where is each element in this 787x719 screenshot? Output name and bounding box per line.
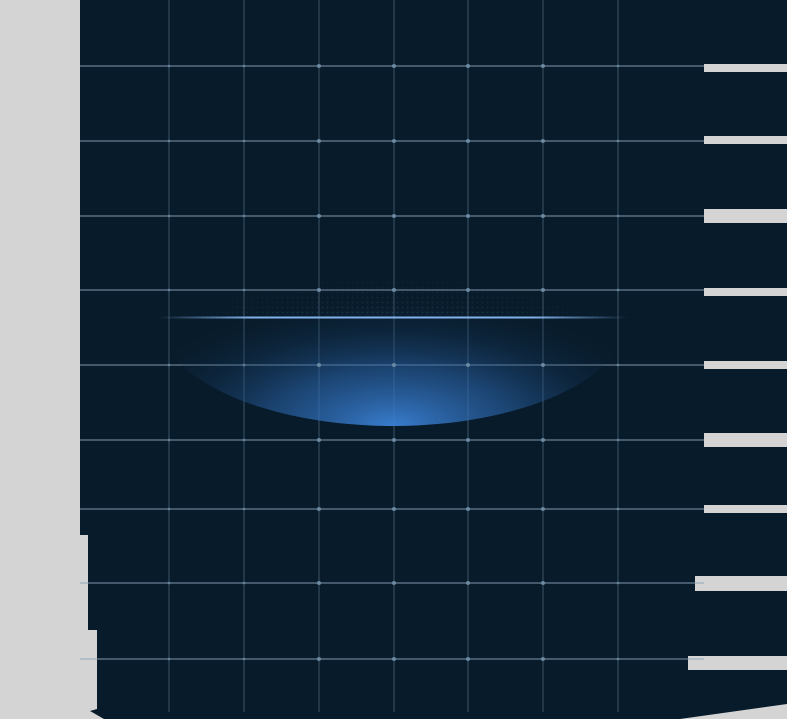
grid-node-dot	[466, 657, 470, 661]
grid-node-dot	[167, 64, 171, 68]
grid-node-dot	[541, 214, 545, 218]
grid-node-dot	[317, 363, 321, 367]
grid-node-dot	[317, 657, 321, 661]
grid-node-dot	[392, 438, 396, 442]
grid-node-dot	[317, 581, 321, 585]
grid-node-dot	[167, 214, 171, 218]
grid-node-dot	[616, 214, 620, 218]
grid-node-dot	[541, 288, 545, 292]
grid-node-dot	[167, 288, 171, 292]
grid-node-dot	[466, 438, 470, 442]
grid-node-dot	[167, 363, 171, 367]
right-edge-tab	[704, 361, 787, 369]
grid-node-dot	[242, 657, 246, 661]
grid-node-dot	[616, 64, 620, 68]
right-edge-tab	[704, 288, 787, 296]
grid-node-dot	[242, 288, 246, 292]
grid-node-dot	[541, 507, 545, 511]
grid-node-dot	[317, 214, 321, 218]
grid-node-dot	[616, 657, 620, 661]
grid-node-dot	[317, 507, 321, 511]
grid-node-dot	[242, 64, 246, 68]
glow-highlight	[150, 208, 636, 426]
grid-node-dot	[466, 507, 470, 511]
grid-node-dot	[242, 139, 246, 143]
grid-node-dot	[541, 64, 545, 68]
right-edge-tab	[704, 209, 787, 223]
grid-node-dot	[466, 64, 470, 68]
grid-node-dot	[616, 363, 620, 367]
grid-node-dot	[317, 64, 321, 68]
right-edge-tab	[704, 64, 787, 72]
grid-node-dot	[392, 363, 396, 367]
right-edge-tab	[704, 433, 787, 447]
grid-node-dot	[392, 657, 396, 661]
grid-node-dot	[392, 507, 396, 511]
grid-nodes	[167, 64, 620, 661]
grid-node-dot	[616, 581, 620, 585]
right-edge-tab	[695, 576, 787, 591]
grid-node-dot	[541, 581, 545, 585]
grid-node-dot	[466, 139, 470, 143]
grid-node-dot	[541, 139, 545, 143]
grid-node-dot	[242, 363, 246, 367]
grid-node-dot	[167, 657, 171, 661]
grid-node-dot	[242, 214, 246, 218]
grid-node-dot	[167, 139, 171, 143]
grid-node-dot	[317, 438, 321, 442]
glow-baseline	[158, 316, 628, 319]
grid-node-dot	[466, 214, 470, 218]
grid-node-dot	[616, 139, 620, 143]
grid-node-dot	[392, 214, 396, 218]
grid-node-dot	[466, 288, 470, 292]
glow-dot-matrix	[150, 208, 636, 318]
grid-node-dot	[392, 581, 396, 585]
grid-node-dot	[392, 64, 396, 68]
grid-node-dot	[616, 507, 620, 511]
right-edge-tabs	[688, 64, 787, 670]
grid-node-dot	[616, 438, 620, 442]
grid-node-dot	[616, 288, 620, 292]
right-edge-tab	[704, 505, 787, 513]
grid-node-dot	[317, 139, 321, 143]
grid-node-dot	[541, 363, 545, 367]
grid-node-dot	[242, 438, 246, 442]
grid-node-dot	[541, 657, 545, 661]
grid-node-dot	[242, 581, 246, 585]
grid-node-dot	[392, 288, 396, 292]
grid-node-dot	[466, 363, 470, 367]
grid-node-dot	[466, 581, 470, 585]
grid-node-dot	[392, 139, 396, 143]
grid-node-dot	[167, 581, 171, 585]
grid-node-dot	[167, 507, 171, 511]
grid-node-dot	[541, 438, 545, 442]
grid-node-dot	[167, 438, 171, 442]
right-edge-tab	[704, 136, 787, 144]
grid-node-dot	[242, 507, 246, 511]
grid-node-dot	[317, 288, 321, 292]
right-edge-tab	[688, 656, 787, 670]
